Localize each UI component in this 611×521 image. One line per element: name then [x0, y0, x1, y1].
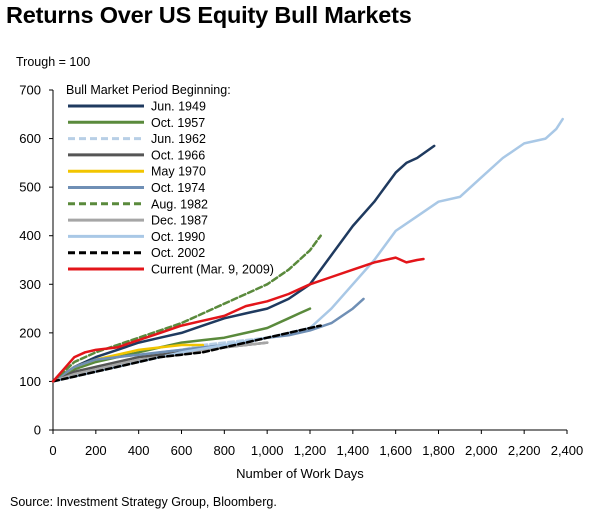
y-tick-label: 200	[19, 325, 41, 340]
series-line	[51, 234, 322, 383]
x-tick-label: 0	[49, 443, 56, 458]
source-note: Source: Investment Strategy Group, Bloom…	[10, 495, 277, 509]
chart-axes: 0 100 200 300 400 500 600 700 0 200 400 600 800 1,000…	[19, 83, 583, 482]
x-tick-label: 1,200	[294, 443, 327, 458]
x-tick-label: 2,200	[508, 443, 541, 458]
legend-label: May 1970	[151, 165, 206, 179]
x-tick-label: 1,800	[422, 443, 455, 458]
x-tick-label: 2,000	[465, 443, 498, 458]
series-line	[51, 324, 322, 383]
series-layer	[51, 117, 564, 383]
x-tick-label: 400	[128, 443, 150, 458]
y-tick-label: 100	[19, 374, 41, 389]
x-tick-label: 200	[85, 443, 107, 458]
legend-label: Oct. 1957	[151, 116, 205, 130]
legend-label: Current (Mar. 9, 2009)	[151, 263, 274, 277]
chart-title: Returns Over US Equity Bull Markets	[6, 2, 412, 28]
y-tick-label: 500	[19, 180, 41, 195]
x-tick-label: 1,600	[379, 443, 412, 458]
legend-label: Jun. 1962	[151, 132, 206, 146]
chart-legend: Bull Market Period Beginning: Jun. 1949 Oc…	[66, 83, 274, 277]
legend-title: Bull Market Period Beginning:	[66, 83, 231, 97]
series-line	[51, 307, 312, 383]
x-tick-label: 1,400	[337, 443, 370, 458]
y-tick-label: 600	[19, 131, 41, 146]
x-tick-label: 2,400	[551, 443, 584, 458]
x-tick-label: 800	[213, 443, 235, 458]
x-tick-label: 600	[171, 443, 193, 458]
x-tick-label: 1,000	[251, 443, 284, 458]
y-tick-label: 700	[19, 83, 41, 98]
legend-label: Oct. 2002	[151, 246, 205, 260]
series-line	[51, 144, 436, 383]
legend-label: Jun. 1949	[151, 100, 206, 114]
x-axis-label: Number of Work Days	[236, 466, 364, 481]
y-tick-label: 0	[34, 423, 41, 438]
chart-subtitle: Trough = 100	[16, 55, 91, 69]
y-tick-label: 400	[19, 228, 41, 243]
legend-label: Oct. 1974	[151, 181, 205, 195]
legend-label: Oct. 1990	[151, 230, 205, 244]
legend-label: Aug. 1982	[151, 197, 208, 211]
legend-label: Dec. 1987	[151, 214, 208, 228]
series-line	[51, 117, 564, 383]
series-line	[51, 256, 425, 383]
y-tick-label: 300	[19, 277, 41, 292]
legend-label: Oct. 1966	[151, 148, 205, 162]
